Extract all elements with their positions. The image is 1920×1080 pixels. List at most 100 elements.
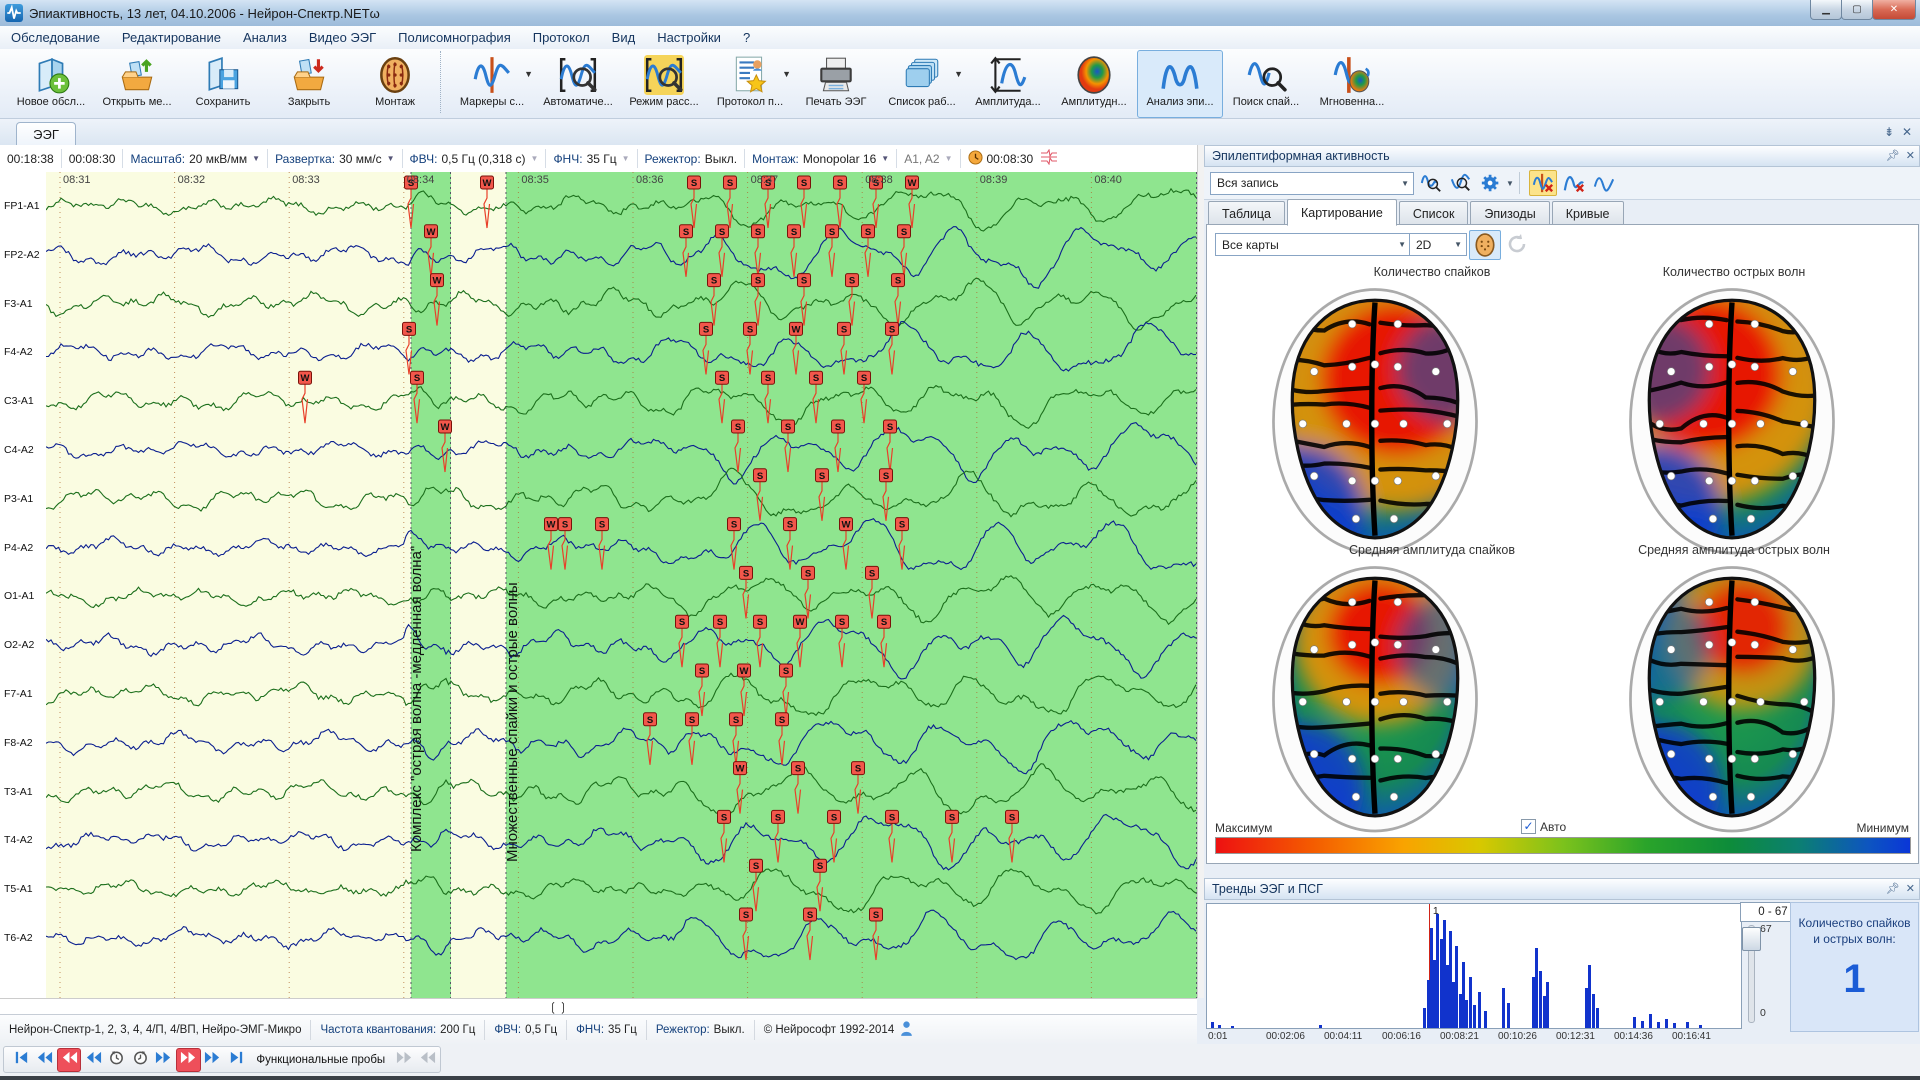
close-button[interactable]: ✕ (1872, 0, 1916, 20)
notch-field[interactable]: Режектор:Выкл. (638, 149, 746, 168)
prev-double-button[interactable] (33, 1049, 55, 1071)
trend-slider-handle[interactable] (1742, 927, 1761, 951)
next-double-button[interactable] (153, 1049, 175, 1071)
maps-combo[interactable]: Все карты▼ (1215, 233, 1411, 256)
toolbar-button-amplitude[interactable]: Амплитуда... (965, 50, 1051, 118)
channel-label-P4-A2[interactable]: P4-A2 (4, 542, 33, 554)
menu-item-редактирование[interactable]: Редактирование (111, 28, 232, 47)
toolbar-button-save[interactable]: Сохранить (180, 50, 266, 118)
toolbar-button-review-mode[interactable]: Режим расс... (621, 50, 707, 118)
epi-tab-эпизоды[interactable]: Эпизоды (1470, 201, 1549, 226)
menu-item-обследование[interactable]: Обследование (0, 28, 111, 47)
toolbar-button-open-exam[interactable]: Открыть ме... (94, 50, 180, 118)
tab-close-icon[interactable]: ✕ (1902, 125, 1912, 139)
menu-item-протокол[interactable]: Протокол (522, 28, 601, 47)
svg-text:S: S (733, 715, 739, 726)
montage-dropdown[interactable]: Монтаж:Monopolar 16▼ (745, 149, 897, 168)
dropdown-arrow-icon[interactable]: ▼ (954, 69, 963, 79)
channel-label-C3-A1[interactable]: C3-A1 (4, 395, 34, 407)
toolbar-button-auto-analysis[interactable]: Автоматиче... (535, 50, 621, 118)
epi-tab-кривые[interactable]: Кривые (1552, 201, 1624, 226)
channel-label-P3-A1[interactable]: P3-A1 (4, 493, 33, 505)
trend-bar (1596, 1008, 1599, 1029)
channel-label-C4-A2[interactable]: C4-A2 (4, 444, 34, 456)
toolbar-button-worklist[interactable]: ▼Список раб... (879, 50, 965, 118)
menu-item-полисомнография[interactable]: Полисомнография (387, 28, 522, 47)
next-gray-icon (396, 1049, 413, 1071)
panel-close-icon[interactable]: ✕ (1906, 149, 1915, 162)
dropdown-arrow-icon[interactable]: ▼ (782, 69, 791, 79)
toolbar-button-close-exam[interactable]: Закрыть (266, 50, 352, 118)
toolbar-button-print[interactable]: Печать ЭЭГ (793, 50, 879, 118)
pin-icon[interactable]: 📌︎ (1886, 149, 1900, 162)
toolbar-button-amplitude-map[interactable]: Амплитудн... (1051, 50, 1137, 118)
scale-dropdown[interactable]: Масштаб:20 мкВ/мм▼ (123, 149, 268, 168)
menu-item-анализ[interactable]: Анализ (232, 28, 298, 47)
epi-tab-список[interactable]: Список (1399, 201, 1469, 226)
channel-label-F7-A1[interactable]: F7-A1 (4, 688, 33, 700)
toolbar-button-instant-map[interactable]: Мгновенна... (1309, 50, 1395, 118)
toolbar-button-montage[interactable]: Монтаж (352, 50, 438, 118)
sweep-dropdown[interactable]: Развертка:30 мм/с▼ (268, 149, 402, 168)
status-lpf: ФНЧ:35 Гц (567, 1020, 647, 1040)
channel-label-F4-A2[interactable]: F4-A2 (4, 346, 33, 358)
delete-sharpwaves-icon[interactable] (1561, 171, 1587, 195)
menu-item-видео-ээг[interactable]: Видео ЭЭГ (298, 28, 387, 47)
panel-pin-icon[interactable]: ⇟ (1884, 125, 1894, 139)
channel-label-F8-A2[interactable]: F8-A2 (4, 737, 33, 749)
channel-label-FP2-A2[interactable]: FP2-A2 (4, 249, 40, 261)
delete-spikes-icon[interactable] (1529, 170, 1557, 196)
curves-icon[interactable] (1591, 171, 1617, 195)
next-red-button[interactable] (176, 1048, 200, 1072)
auto-checkbox[interactable]: ✓Авто (1521, 819, 1566, 834)
toolbar-button-new-exam[interactable]: Новое обсл... (8, 50, 94, 118)
brain-map (1624, 561, 1840, 813)
epi-tab-таблица[interactable]: Таблица (1208, 201, 1285, 226)
hpf-dropdown[interactable]: ФВЧ:0,5 Гц (0,318 с)▼ (403, 149, 547, 168)
reference-dropdown[interactable]: A1, A2▼ (897, 149, 960, 168)
prev-double2-button[interactable] (82, 1049, 104, 1071)
eeg-plot-area[interactable]: S W W W S W S W W S S S S S S S S W S S … (46, 172, 1197, 998)
clock-fwd-button[interactable] (129, 1049, 151, 1071)
device-name: Нейрон-Спектр-1, 2, 3, 4, 4/П, 4/ВП, Ней… (0, 1020, 311, 1040)
pin-icon[interactable]: 📌︎ (1886, 882, 1900, 895)
toolbar-button-epi-analysis[interactable]: Анализ эпи... (1137, 50, 1223, 118)
channel-label-O1-A1[interactable]: O1-A1 (4, 590, 34, 602)
menu-item-вид[interactable]: Вид (601, 28, 647, 47)
menu-item-?[interactable]: ? (732, 28, 761, 47)
trends-histogram[interactable]: 1 (1206, 903, 1742, 1029)
skip-first-button[interactable] (10, 1049, 32, 1071)
clock-back-button[interactable] (106, 1049, 128, 1071)
minimize-button[interactable]: ▁ (1810, 0, 1842, 20)
toolbar-button-markers[interactable]: ▼Маркеры с... (449, 50, 535, 118)
func-tests-button[interactable]: Функциональные пробы (256, 1054, 385, 1066)
gear-dropdown-arrow-icon[interactable]: ▼ (1506, 179, 1514, 188)
settings-gear-icon[interactable] (1478, 171, 1504, 195)
dropdown-arrow-icon[interactable]: ▼ (524, 69, 533, 79)
dimension-combo[interactable]: 2D▼ (1409, 233, 1467, 256)
channel-label-T3-A1[interactable]: T3-A1 (4, 786, 33, 798)
maximize-button[interactable]: ▢ (1841, 0, 1873, 20)
toolbar-button-protocol[interactable]: ▼Протокол п... (707, 50, 793, 118)
save-icon (202, 54, 244, 96)
channel-label-T5-A1[interactable]: T5-A1 (4, 883, 33, 895)
prev-red-button[interactable] (57, 1048, 81, 1072)
spike-search-icon[interactable] (1418, 171, 1444, 195)
selection-bracket[interactable]: ❲❳ (548, 1000, 568, 1014)
head-view-button[interactable] (1469, 230, 1501, 260)
channel-label-T6-A2[interactable]: T6-A2 (4, 932, 33, 944)
lpf-dropdown[interactable]: ФНЧ:35 Гц▼ (546, 149, 637, 168)
sharpwave-search-icon[interactable] (1448, 171, 1474, 195)
next-double2-button[interactable] (202, 1049, 224, 1071)
channel-label-F3-A1[interactable]: F3-A1 (4, 298, 33, 310)
toolbar-button-spike-search[interactable]: Поиск спай... (1223, 50, 1309, 118)
panel-close-icon[interactable]: ✕ (1906, 882, 1915, 895)
tab-eeg[interactable]: ЭЭГ (16, 122, 76, 146)
channel-label-O2-A2[interactable]: O2-A2 (4, 639, 34, 651)
channel-label-FP1-A1[interactable]: FP1-A1 (4, 200, 40, 212)
channel-label-T4-A2[interactable]: T4-A2 (4, 834, 33, 846)
record-range-combo[interactable]: Вся запись▼ (1210, 172, 1414, 195)
epi-tab-картирование[interactable]: Картирование (1287, 199, 1397, 226)
skip-last-button[interactable] (225, 1049, 247, 1071)
menu-item-настройки[interactable]: Настройки (646, 28, 732, 47)
